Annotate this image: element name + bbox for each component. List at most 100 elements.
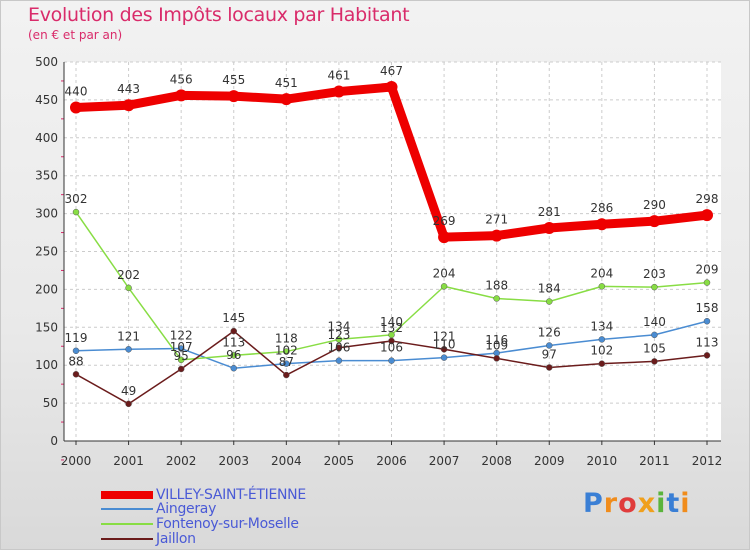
legend-swatch-villey bbox=[101, 491, 153, 499]
data-label: 126 bbox=[538, 325, 561, 339]
y-tick-label: 400 bbox=[35, 131, 58, 145]
data-label: 134 bbox=[327, 319, 350, 333]
data-label: 461 bbox=[327, 69, 350, 83]
data-label: 298 bbox=[696, 192, 719, 206]
data-label: 204 bbox=[433, 266, 456, 280]
x-tick-label: 2012 bbox=[692, 454, 723, 468]
series-point-0 bbox=[490, 229, 503, 242]
data-label: 184 bbox=[538, 282, 561, 296]
legend-item-fontenoy: Fontenoy-sur-Moselle bbox=[101, 516, 299, 532]
series-point-1 bbox=[72, 347, 80, 355]
series-point-0 bbox=[595, 218, 608, 231]
series-point-2 bbox=[651, 283, 658, 291]
series-point-3 bbox=[703, 352, 711, 359]
data-label: 102 bbox=[275, 344, 298, 358]
chart-title: Evolution des Impôts locaux par Habitant bbox=[28, 4, 410, 26]
data-label: 269 bbox=[433, 214, 456, 228]
series-point-3 bbox=[651, 358, 658, 365]
y-tick-label: 300 bbox=[35, 207, 58, 221]
data-label: 455 bbox=[222, 73, 245, 87]
series-point-0 bbox=[70, 101, 82, 114]
logo-letter: P bbox=[583, 488, 604, 519]
x-tick-label: 2009 bbox=[534, 454, 565, 468]
y-tick-label: 100 bbox=[35, 358, 58, 372]
data-label: 102 bbox=[590, 344, 613, 358]
series-point-1 bbox=[651, 331, 658, 339]
legend-swatch-jaillon bbox=[101, 538, 153, 540]
data-label: 95 bbox=[174, 349, 189, 363]
series-point-1 bbox=[440, 354, 448, 361]
legend-swatch-aingeray bbox=[101, 508, 153, 510]
y-tick-label: 200 bbox=[35, 282, 58, 296]
data-label: 96 bbox=[226, 348, 241, 362]
series-point-2 bbox=[283, 348, 290, 355]
data-label: 140 bbox=[380, 315, 403, 329]
data-label: 105 bbox=[643, 341, 666, 355]
data-label: 88 bbox=[68, 354, 83, 368]
series-point-3 bbox=[388, 337, 395, 345]
series-point-3 bbox=[335, 344, 343, 352]
data-label: 121 bbox=[433, 329, 456, 343]
y-tick-label: 0 bbox=[50, 434, 58, 448]
series-point-0 bbox=[543, 222, 556, 235]
legend-label-aingeray: Aingeray bbox=[156, 501, 217, 517]
series-point-1 bbox=[388, 357, 395, 364]
data-label: 106 bbox=[327, 341, 350, 355]
series-point-3 bbox=[598, 360, 606, 367]
data-label: 119 bbox=[65, 331, 88, 345]
data-label: 302 bbox=[65, 192, 88, 206]
series-point-0 bbox=[385, 81, 398, 94]
x-tick-label: 2005 bbox=[324, 454, 355, 468]
data-label: 271 bbox=[485, 213, 508, 227]
data-label: 202 bbox=[117, 268, 140, 282]
series-point-1 bbox=[335, 357, 343, 364]
series-point-2 bbox=[546, 298, 553, 305]
data-label: 107 bbox=[170, 340, 193, 354]
x-tick-label: 2006 bbox=[376, 454, 407, 468]
x-tick-label: 2003 bbox=[218, 454, 249, 468]
series-point-0 bbox=[175, 89, 188, 102]
data-label: 467 bbox=[380, 64, 403, 78]
series-point-0 bbox=[280, 93, 293, 106]
data-label: 290 bbox=[643, 198, 666, 212]
data-label: 116 bbox=[485, 333, 508, 347]
data-label: 122 bbox=[170, 329, 193, 343]
data-label: 204 bbox=[590, 266, 613, 280]
data-label: 203 bbox=[643, 267, 666, 281]
series-point-0 bbox=[648, 215, 661, 228]
data-label: 158 bbox=[696, 301, 719, 315]
series-point-2 bbox=[440, 283, 448, 290]
data-label: 440 bbox=[65, 84, 88, 98]
series-point-2 bbox=[598, 283, 606, 290]
legend-label-jaillon: Jaillon bbox=[156, 531, 196, 547]
series-point-1 bbox=[703, 317, 711, 325]
data-label: 451 bbox=[275, 76, 298, 90]
y-tick-label: 450 bbox=[35, 93, 58, 107]
proxiti-logo: Proxiti bbox=[583, 488, 691, 519]
series-point-0 bbox=[122, 99, 135, 112]
series-point-0 bbox=[332, 85, 345, 98]
legend-item-aingeray: Aingeray bbox=[101, 501, 216, 517]
series-point-1 bbox=[230, 364, 237, 372]
x-tick-label: 2008 bbox=[481, 454, 512, 468]
logo-letter: r bbox=[603, 488, 619, 519]
series-point-1 bbox=[546, 342, 553, 349]
data-label: 97 bbox=[542, 347, 557, 361]
series-point-3 bbox=[283, 371, 290, 379]
series-point-2 bbox=[125, 284, 132, 292]
series-point-3 bbox=[177, 365, 185, 373]
series-point-3 bbox=[493, 355, 500, 362]
y-tick-label: 500 bbox=[35, 55, 58, 69]
series-point-2 bbox=[703, 279, 711, 286]
series-point-2 bbox=[335, 336, 343, 343]
series-point-0 bbox=[701, 209, 713, 222]
logo-letter: i bbox=[656, 488, 667, 519]
legend-swatch-fontenoy bbox=[101, 523, 153, 525]
data-label: 109 bbox=[485, 338, 508, 352]
series-point-2 bbox=[230, 352, 237, 359]
legend-item-jaillon: Jaillon bbox=[101, 531, 196, 547]
y-tick-label: 350 bbox=[35, 169, 58, 183]
x-tick-label: 2000 bbox=[61, 454, 92, 468]
data-label: 113 bbox=[696, 335, 719, 349]
